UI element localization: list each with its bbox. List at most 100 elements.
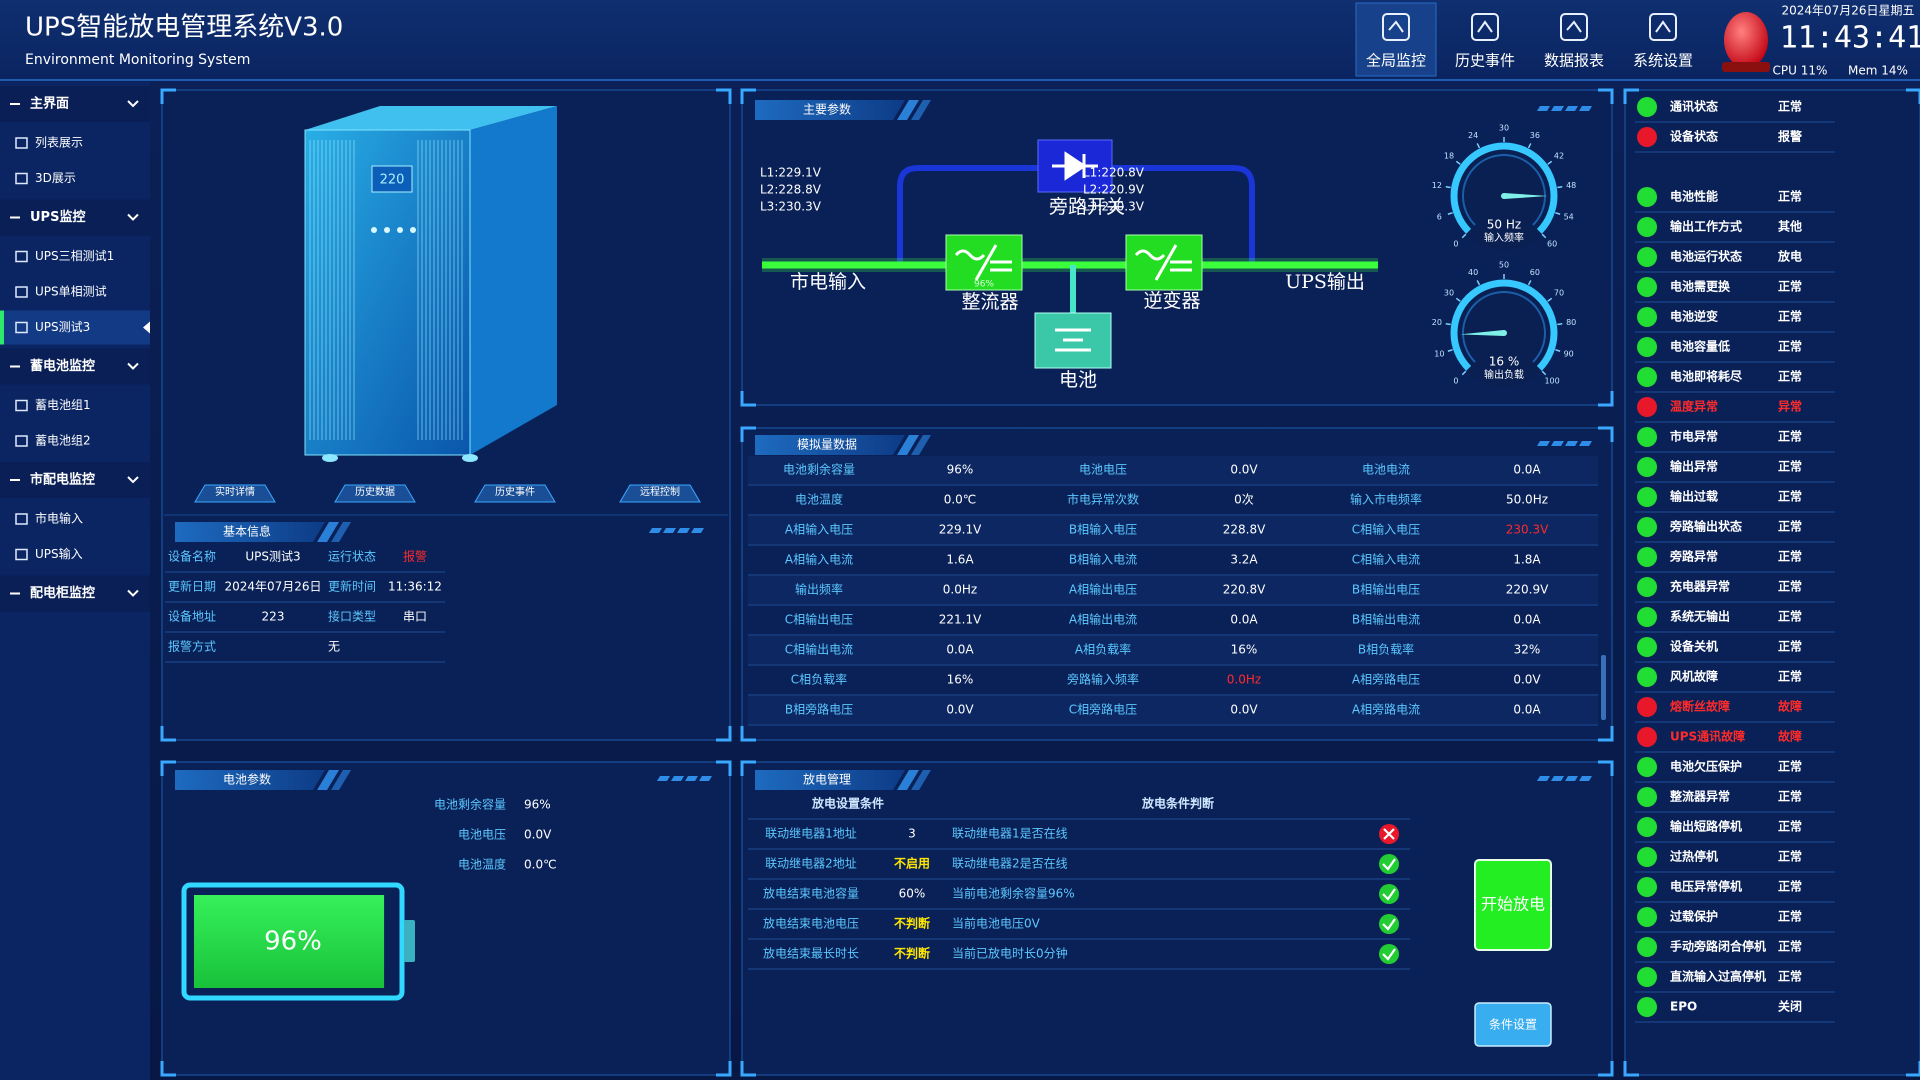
analog-label: 电池剩余容量 xyxy=(783,462,855,477)
status-value: 正常 xyxy=(1778,489,1802,504)
gauge-tick xyxy=(1447,211,1453,215)
menu-icon xyxy=(15,399,28,412)
analog-label: C相输出电流 xyxy=(785,642,853,657)
discharge-setting: 不判断 xyxy=(894,916,930,931)
panel-stripe xyxy=(1579,106,1592,111)
analog-label: C相输出电压 xyxy=(785,612,853,627)
analog-label: B相输入电流 xyxy=(1069,552,1137,567)
analog-label: 电池温度 xyxy=(795,492,843,507)
panel-stripe xyxy=(1579,776,1592,781)
gauge-needle xyxy=(1504,193,1548,199)
panel-corner xyxy=(740,426,756,442)
menu-group[interactable]: 配电柜监控 xyxy=(30,585,95,601)
menu-item[interactable]: UPS三相测试1 xyxy=(35,248,114,263)
gauge-tick-label: 30 xyxy=(1444,289,1454,298)
device-button[interactable]: 历史事件 xyxy=(495,485,535,498)
gauge-tick xyxy=(1461,233,1467,239)
status-dot xyxy=(1637,727,1657,747)
gauge-tick-label: 80 xyxy=(1566,318,1576,327)
menu-group[interactable]: 主界面 xyxy=(30,96,69,112)
analog-label: B相输出电流 xyxy=(1352,612,1420,627)
discharge-condition: 放电结束最长时长 xyxy=(763,946,859,961)
menu-icon xyxy=(15,548,28,561)
status-dot xyxy=(1637,997,1657,1017)
nav-label[interactable]: 系统设置 xyxy=(1633,52,1693,70)
menu-item[interactable]: UPS测试3 xyxy=(35,319,90,334)
gauge-tick xyxy=(1461,370,1467,376)
nav-item[interactable]: 历史事件 xyxy=(1455,13,1515,70)
condition-settings-label[interactable]: 条件设置 xyxy=(1489,1018,1537,1032)
analog-label: 市电异常次数 xyxy=(1067,492,1139,507)
bypass-voltage: L2:220.9V xyxy=(1083,183,1145,197)
battery-label: 电池电压 xyxy=(458,828,506,842)
diagram-label: 整流器 xyxy=(961,291,1018,313)
menu-item[interactable]: 蓄电池组1 xyxy=(35,398,91,412)
panel-title: 模拟量数据 xyxy=(797,437,857,452)
menu-item[interactable]: 3D展示 xyxy=(35,171,76,185)
status-name: EPO xyxy=(1670,1000,1697,1014)
status-value: 正常 xyxy=(1778,879,1802,894)
nav-label[interactable]: 全局监控 xyxy=(1366,52,1426,70)
menu-item[interactable]: UPS单相测试 xyxy=(35,284,107,299)
gauge-tick xyxy=(1557,323,1563,326)
gauge-tick-label: 0 xyxy=(1453,240,1458,249)
panel-corner xyxy=(160,88,176,104)
analog-value: 0.0V xyxy=(1230,463,1258,477)
condition-settings-button[interactable] xyxy=(1474,1002,1552,1047)
status-dot xyxy=(1637,397,1657,417)
menu-group[interactable]: 蓄电池监控 xyxy=(30,358,95,374)
battery-label: 电池温度 xyxy=(458,857,506,872)
panel-title-slash xyxy=(331,522,351,542)
menu-group[interactable]: UPS监控 xyxy=(30,209,85,225)
analog-value: 0.0A xyxy=(1513,703,1541,717)
gauge-needle xyxy=(1460,330,1505,336)
gauge-tick xyxy=(1541,370,1547,376)
nav-item[interactable]: 全局监控 xyxy=(1355,2,1437,77)
analog-value: 0.0A xyxy=(946,643,974,657)
status-name: 直流输入过高停机 xyxy=(1670,969,1766,984)
start-discharge-button[interactable] xyxy=(1474,859,1552,951)
gauge-tick-label: 50 xyxy=(1499,261,1509,270)
panel-corner xyxy=(160,1061,176,1077)
date: 2024年07月26日星期五 xyxy=(1781,4,1914,18)
status-name: 熔断丝故障 xyxy=(1670,699,1730,714)
analog-label: 输出频率 xyxy=(795,582,843,597)
device-button[interactable]: 远程控制 xyxy=(640,485,680,498)
status-dot xyxy=(1637,877,1657,897)
table-row-bg xyxy=(748,546,1598,574)
nav-label[interactable]: 数据报表 xyxy=(1544,52,1604,70)
panel-corner xyxy=(716,88,732,104)
table-row-bg xyxy=(748,516,1598,544)
table-row-bg xyxy=(748,636,1598,664)
diagram-label: 逆变器 xyxy=(1143,290,1200,312)
analog-label: A相负载率 xyxy=(1075,642,1131,657)
status-name: 过热停机 xyxy=(1670,849,1718,864)
start-discharge-label[interactable]: 开始放电 xyxy=(1481,895,1545,914)
menu-group[interactable]: 市配电监控 xyxy=(30,472,95,488)
gauge-value: 16 % xyxy=(1489,355,1520,369)
analog-label: A相输出电流 xyxy=(1069,612,1137,627)
check-icon xyxy=(1382,918,1396,931)
device-button[interactable]: 历史数据 xyxy=(355,485,395,498)
panel-title-slash xyxy=(331,770,351,790)
menu-item[interactable]: 蓄电池组2 xyxy=(35,434,91,448)
nav-item[interactable]: 数据报表 xyxy=(1544,13,1604,70)
status-name: 市电异常 xyxy=(1670,429,1718,444)
menu-item[interactable]: 列表展示 xyxy=(35,136,83,150)
nav-icon xyxy=(1471,13,1499,41)
panel-corner xyxy=(1598,726,1614,742)
analog-label: B相旁路电压 xyxy=(785,702,853,717)
nav-icon-detail xyxy=(1655,20,1671,33)
panel-stripe xyxy=(1537,441,1550,446)
gauge-tick-label: 18 xyxy=(1444,152,1454,161)
menu-item[interactable]: UPS输入 xyxy=(35,546,83,561)
nav-item[interactable]: 系统设置 xyxy=(1633,13,1693,70)
panel-corner xyxy=(740,726,756,742)
device-button[interactable]: 实时详情 xyxy=(215,485,255,498)
panel-stripe xyxy=(1565,441,1578,446)
panel-title-bar xyxy=(755,435,905,455)
menu-item[interactable]: 市电输入 xyxy=(35,511,83,526)
nav-label[interactable]: 历史事件 xyxy=(1455,52,1515,70)
info-label: 更新时间 xyxy=(328,579,376,594)
status-dot xyxy=(1637,907,1657,927)
